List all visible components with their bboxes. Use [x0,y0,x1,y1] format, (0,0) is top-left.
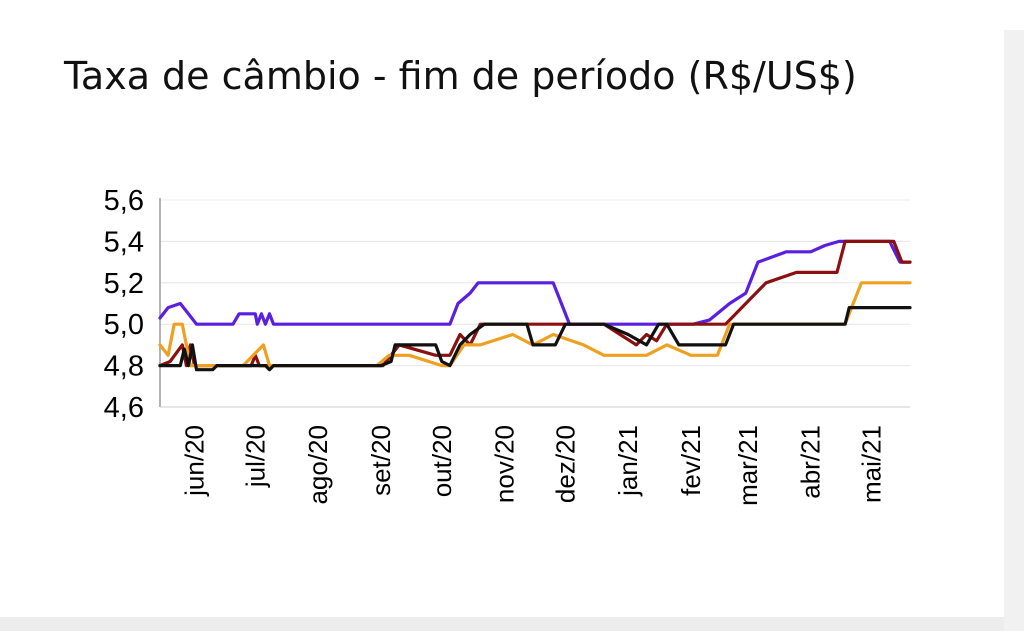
y-tick-label: 5,0 [104,309,144,341]
window-edge-right [1004,30,1024,631]
line-chart: 5,6 5,4 5,2 5,0 4,8 4,6 jun/20 jul/20 ago/20 set… [104,185,912,506]
window-edge-bottom [0,617,1004,631]
x-tick-label: fev/21 [676,425,706,496]
y-tick-label: 5,2 [104,268,144,300]
x-axis-tick-labels: jun/20 jul/20 ago/20 set/20 out/20 nov/20 dez/… [179,425,886,506]
x-tick-label: jan/21 [613,425,643,497]
series-line-4 [158,306,912,372]
x-tick-label: jul/20 [240,425,270,488]
x-tick-label: mai/21 [856,425,886,503]
y-axis-tick-labels: 5,6 5,4 5,2 5,0 4,8 4,6 [104,185,144,424]
series-line-1 [158,239,912,326]
y-tick-label: 5,6 [104,185,144,217]
series-lines [158,239,912,372]
y-tick-label: 4,8 [104,351,144,383]
x-tick-label: dez/20 [550,425,580,503]
series-line-2 [158,239,912,368]
chart-title: Taxa de câmbio - fim de período (R$/US$) [64,54,857,98]
x-tick-label: set/20 [366,425,396,496]
x-tick-label: jun/20 [179,425,209,497]
x-tick-label: ago/20 [303,425,333,505]
axes [159,198,910,408]
y-tick-label: 5,4 [104,226,144,258]
x-tick-label: nov/20 [490,425,520,503]
x-tick-label: abr/21 [796,425,826,499]
y-tick-label: 4,6 [104,392,144,424]
x-tick-label: mar/21 [733,425,763,506]
x-tick-label: out/20 [427,425,457,497]
